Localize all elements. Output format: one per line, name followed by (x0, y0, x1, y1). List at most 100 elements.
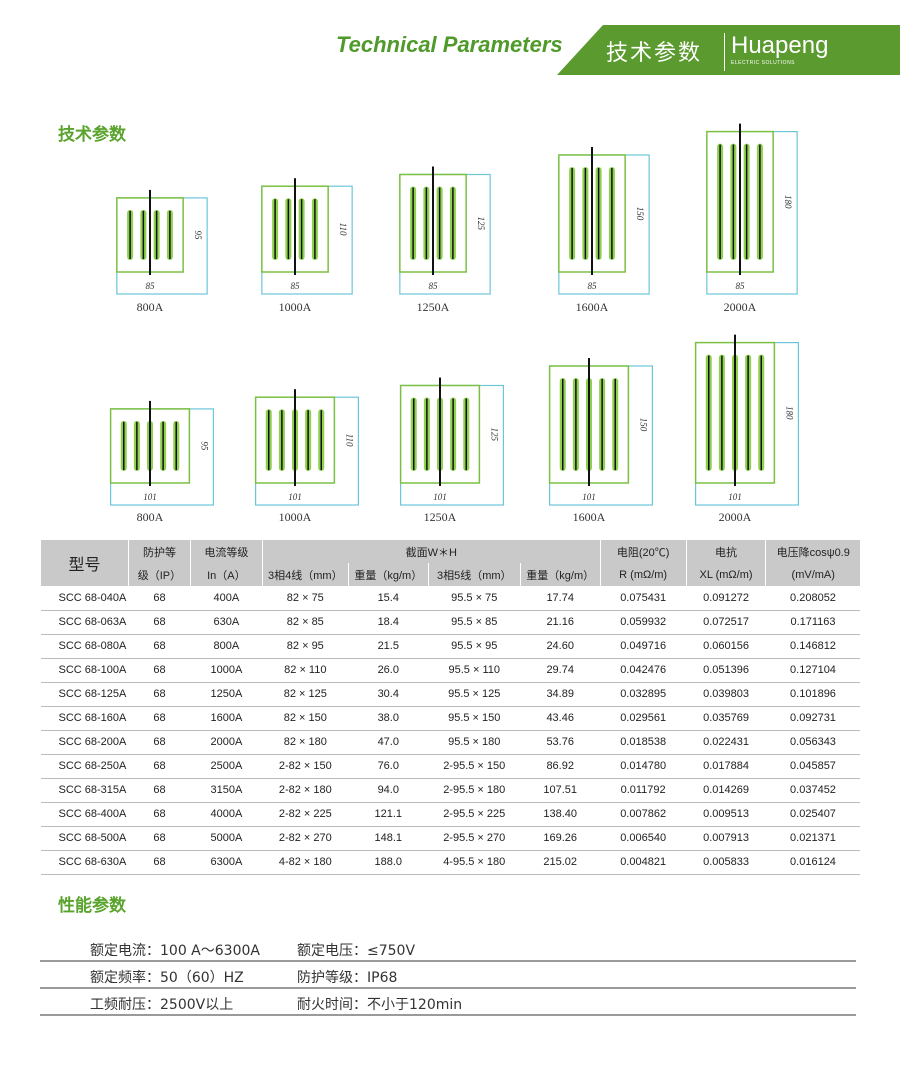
table-cell: 29.74 (520, 658, 601, 683)
table-cell: SCC 68-080A (40, 634, 129, 659)
table-cell: SCC 68-160A (40, 706, 129, 731)
table-cell: 30.4 (348, 682, 429, 707)
table-cell: 2-95.5 × 270 (428, 826, 521, 851)
section-title-performance: 性能参数 (58, 895, 126, 916)
performance-row: 工频耐压：2500V以上 耐火时间：不小于120min (40, 989, 856, 1016)
current-rating-label: 800A (137, 510, 164, 524)
logo: Huapeng ELECTRIC SOLUTIONS (724, 33, 828, 71)
table-cell: 94.0 (348, 778, 429, 803)
table-cell: 26.0 (348, 658, 429, 683)
th-resistance-unit: R (mΩ/m) (599, 563, 687, 586)
table-cell: 0.049716 (600, 634, 687, 659)
table-cell: 1600A (190, 706, 263, 731)
table-cell: 0.007913 (686, 826, 766, 851)
table-cell: 68 (128, 682, 191, 707)
table-row: SCC 68-160A 68 1600A 82 × 150 38.0 95.5 × 150… (40, 706, 860, 731)
table-cell: 68 (128, 730, 191, 755)
table-cell: 53.76 (520, 730, 601, 755)
table-row: SCC 68-040A 68 400A 82 × 75 15.4 95.5 × 75 17.… (40, 586, 860, 611)
table-cell: 82 × 110 (262, 658, 349, 683)
table-cell: 400A (190, 586, 263, 611)
table-row: SCC 68-630A 68 6300A 4-82 × 180 188.0 4-95.5 … (40, 850, 860, 875)
table-cell: 0.092731 (765, 706, 860, 731)
current-rating-label: 1600A (576, 300, 609, 314)
table-row: SCC 68-080A 68 800A 82 × 95 21.5 95.5 × 95 24.… (40, 634, 860, 659)
th-weight2: 重量（kg/m） (519, 563, 601, 586)
th-ip: 防护等 (127, 540, 191, 563)
width-dimension: 85 (291, 281, 301, 291)
width-dimension: 85 (736, 281, 746, 291)
current-rating-label: 1000A (279, 510, 312, 524)
th-model: 型号 (40, 540, 129, 586)
height-dimension: 95 (193, 230, 203, 240)
table-cell: SCC 68-630A (40, 850, 129, 875)
current-rating-label: 800A (137, 300, 164, 314)
table-cell: 0.208052 (765, 586, 860, 611)
section-title-tech: 技术参数 (58, 125, 126, 145)
height-dimension: 180 (784, 406, 794, 420)
table-row: SCC 68-400A 68 4000A 2-82 × 225 121.1 2-95.5 … (40, 802, 860, 827)
table-cell: 0.101896 (765, 682, 860, 707)
table-cell: 0.018538 (600, 730, 687, 755)
table-cell: 2-82 × 270 (262, 826, 349, 851)
logo-text: Huapeng (731, 32, 829, 59)
width-dimension: 85 (146, 281, 156, 291)
table-cell: 2000A (190, 730, 263, 755)
th-voltage-drop-unit: (mV/mA) (765, 563, 860, 586)
table-row: SCC 68-500A 68 5000A 2-82 × 270 148.1 2-95.5 … (40, 826, 860, 851)
table-cell: 0.029561 (600, 706, 687, 731)
table-cell: 121.1 (348, 802, 429, 827)
table-row: SCC 68-100A 68 1000A 82 × 110 26.0 95.5 × 110… (40, 658, 860, 683)
table-cell: SCC 68-200A (40, 730, 129, 755)
table-cell: 2-95.5 × 180 (428, 778, 521, 803)
performance-item: 工频耐压：2500V以上 (90, 996, 234, 1013)
table-cell: SCC 68-063A (40, 610, 129, 635)
table-cell: 2-95.5 × 150 (428, 754, 521, 779)
table-cell: 0.006540 (600, 826, 687, 851)
current-rating-label: 1600A (573, 510, 606, 524)
performance-row: 额定频率：50（60）HZ 防护等级：IP68 (40, 962, 856, 989)
logo-subtext: ELECTRIC SOLUTIONS (731, 60, 796, 66)
table-cell: 4-95.5 × 180 (428, 850, 521, 875)
table-cell: 4-82 × 180 (262, 850, 349, 875)
table-cell: 86.92 (520, 754, 601, 779)
table-cell: 68 (128, 850, 191, 875)
th-resistance: 电阻(20℃) (599, 540, 687, 563)
table-cell: 0.025407 (765, 802, 860, 827)
performance-list: 额定电流：100 A～6300A 额定电压：≤750V 额定频率：50（60）HZ 防… (40, 935, 856, 1016)
performance-item: 耐火时间：不小于120min (297, 996, 463, 1013)
performance-item: 防护等级：IP68 (297, 969, 398, 986)
height-dimension: 150 (635, 207, 645, 221)
table-cell: 38.0 (348, 706, 429, 731)
width-dimension: 85 (429, 281, 439, 291)
table-cell: 0.039803 (686, 682, 766, 707)
table-cell: 0.014269 (686, 778, 766, 803)
table-cell: 82 × 95 (262, 634, 349, 659)
table-cell: 43.46 (520, 706, 601, 731)
table-cell: 21.5 (348, 634, 429, 659)
table-cell: 0.060156 (686, 634, 766, 659)
table-cell: 0.045857 (765, 754, 860, 779)
table-cell: SCC 68-125A (40, 682, 129, 707)
table-cell: 800A (190, 634, 263, 659)
table-cell: 82 × 180 (262, 730, 349, 755)
title-en: Technical Parameters (336, 32, 563, 57)
table-cell: SCC 68-315A (40, 778, 129, 803)
table-row: SCC 68-200A 68 2000A 82 × 180 47.0 95.5 × 180… (40, 730, 860, 755)
table-cell: 0.022431 (686, 730, 766, 755)
width-dimension: 101 (728, 492, 742, 502)
busbar-diagrams: 85 95 800A 85 110 1000A 85 125 1250A 85 150 1600A 85… (109, 123, 799, 524)
table-cell: 2-95.5 × 225 (428, 802, 521, 827)
table-cell: 47.0 (348, 730, 429, 755)
parameter-table: 型号 防护等 电流等级 截面W＊H 电阻(20℃) 电抗 电压降cosψ0.9 … (40, 540, 860, 875)
table-cell: 21.16 (520, 610, 601, 635)
table-cell: 0.059932 (600, 610, 687, 635)
table-cell: 0.004821 (600, 850, 687, 875)
current-rating-label: 1250A (424, 510, 457, 524)
table-cell: 169.26 (520, 826, 601, 851)
table-cell: 0.072517 (686, 610, 766, 635)
table-cell: 76.0 (348, 754, 429, 779)
table-row: SCC 68-315A 68 3150A 2-82 × 180 94.0 2-95.5 ×… (40, 778, 860, 803)
table-cell: 107.51 (520, 778, 601, 803)
title-cn: 技术参数 (606, 41, 703, 66)
